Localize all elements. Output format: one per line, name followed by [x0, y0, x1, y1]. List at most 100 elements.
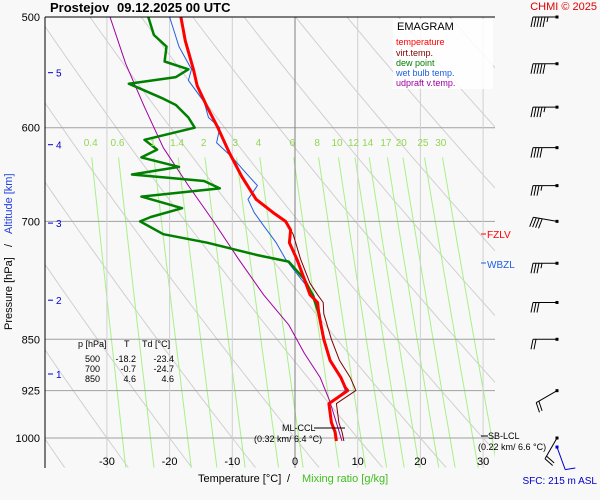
mixing-ratio-label: 10 — [331, 138, 343, 149]
legend-virt-temp: virt.temp. — [396, 48, 433, 58]
dry-adiabat — [346, 17, 495, 189]
surface-elevation: SFC: 215 m ASL — [523, 476, 598, 487]
grid — [45, 17, 495, 468]
barb-half-feather — [546, 16, 549, 23]
datetime: 09.12.2025 00 UTC — [117, 0, 231, 15]
mixing-ratio-label: 30 — [435, 138, 447, 149]
altitude-tick-label: 5 — [56, 69, 62, 80]
table-header-t: T — [124, 339, 130, 349]
mixing-ratio-label: 6 — [290, 138, 296, 149]
wind-barb — [529, 216, 559, 229]
dry-adiabat — [243, 17, 495, 317]
legend: EMAGRAM temperature virt.temp. dew point… — [393, 19, 493, 89]
dry-adiabats — [45, 17, 495, 468]
table-cell: -18.2 — [115, 354, 136, 364]
barb-feather — [532, 217, 537, 228]
mixing-ratio-label: 0.6 — [111, 138, 125, 149]
barb-station-dot — [555, 389, 559, 393]
barb-station-dot — [555, 445, 559, 449]
barb-shaft — [544, 437, 558, 460]
altitude-tick-label: 1 — [56, 370, 62, 381]
barb-feather — [538, 400, 543, 411]
y-axis-label: Pressure [hPa] — [3, 257, 15, 330]
barb-feather — [539, 16, 543, 28]
table-cell: 850 — [85, 374, 100, 384]
barb-feather — [535, 218, 540, 228]
mixing-ratio-label: 20 — [396, 138, 408, 149]
sounding-table: p [hPa] T Td [°C] 500 -18.2 -23.4 700 -0… — [78, 339, 174, 384]
mixing-ratio-label: 2 — [201, 138, 207, 149]
x-axis-label: Temperature [°C] — [198, 473, 281, 485]
pressure-tick-label: 1000 — [16, 433, 40, 445]
temperature-tick-label: 30 — [477, 456, 489, 468]
temperature-tick-label: 0 — [292, 456, 298, 468]
pressure-tick-label: 500 — [22, 12, 40, 24]
barb-feather — [530, 107, 534, 118]
table-cell: 4.6 — [161, 374, 174, 384]
pressure-tick-label: 925 — [22, 386, 40, 398]
pressure-tick-label: 700 — [22, 216, 40, 228]
table-cell: -23.4 — [153, 354, 174, 364]
wind-barb — [544, 436, 559, 466]
wind-barb — [530, 300, 559, 313]
legend-wet-bulb: wet bulb temp. — [395, 68, 455, 78]
barb-feather — [536, 107, 540, 118]
barb-station-dot — [555, 184, 559, 188]
sb-lcl-annotation: SB-LCL (0.22 km/ 6.6 °C) — [478, 431, 546, 452]
table-cell: 500 — [85, 354, 100, 364]
barb-feather — [530, 16, 534, 28]
barb-feather — [536, 302, 540, 313]
wind-barb — [555, 445, 576, 471]
dry-adiabat — [140, 17, 495, 453]
dry-adiabat — [398, 17, 495, 128]
y-axis-separator: / — [3, 243, 15, 247]
station-name: Prostejov — [50, 0, 110, 15]
temperature-tick-label: -30 — [99, 456, 115, 468]
barb-feather — [539, 63, 543, 74]
temperature-tick-label: 20 — [414, 456, 426, 468]
barb-feather — [565, 467, 576, 471]
x-axis-separator: / — [287, 473, 291, 485]
barb-half-feather — [543, 107, 546, 113]
dry-adiabat — [45, 181, 256, 468]
ml-ccl-value: (0.32 km/ 6.4 °C) — [254, 434, 322, 444]
wind-barb — [530, 261, 559, 274]
barb-feather — [536, 263, 540, 274]
mixing-ratio-label: 14 — [362, 138, 374, 149]
barb-feather — [533, 263, 537, 274]
barb-shaft — [535, 390, 558, 404]
mixing-ratio-label: 0.4 — [84, 138, 98, 149]
barb-half-feather — [540, 263, 543, 269]
mixing-ratio-label: 1 — [150, 138, 156, 149]
barb-half-feather — [540, 185, 543, 191]
legend-temperature: temperature — [396, 37, 445, 47]
wind-barb — [530, 146, 559, 158]
table-cell: 4.6 — [123, 374, 136, 384]
barb-feather — [533, 63, 537, 74]
mixing-ratio-label: 25 — [417, 138, 429, 149]
temperature-tick-label: -20 — [162, 456, 178, 468]
barb-feather — [530, 63, 534, 74]
dry-adiabat — [45, 25, 383, 468]
barb-feather — [530, 147, 534, 158]
barb-feather — [530, 302, 534, 313]
mixing-ratio-label: 12 — [348, 138, 360, 149]
ml-ccl-label: ML-CCL — [282, 423, 316, 433]
barb-feather — [546, 455, 555, 464]
mixing-ratio-label: 17 — [380, 138, 392, 149]
temperature-tick-label: 10 — [352, 456, 364, 468]
barb-feather — [539, 147, 543, 158]
dry-adiabat — [295, 17, 495, 252]
barb-feather — [536, 16, 540, 28]
barb-station-dot — [555, 146, 559, 150]
series-udpraft-v-temp — [109, 17, 343, 442]
dry-adiabat — [45, 101, 320, 468]
barb-station-dot — [555, 300, 559, 304]
barb-station-dot — [555, 337, 559, 341]
wind-barb — [530, 184, 559, 196]
barb-feather — [533, 16, 537, 28]
temperature-tick-label: -10 — [224, 456, 240, 468]
dry-adiabat — [45, 349, 129, 468]
barb-shaft — [556, 446, 566, 470]
